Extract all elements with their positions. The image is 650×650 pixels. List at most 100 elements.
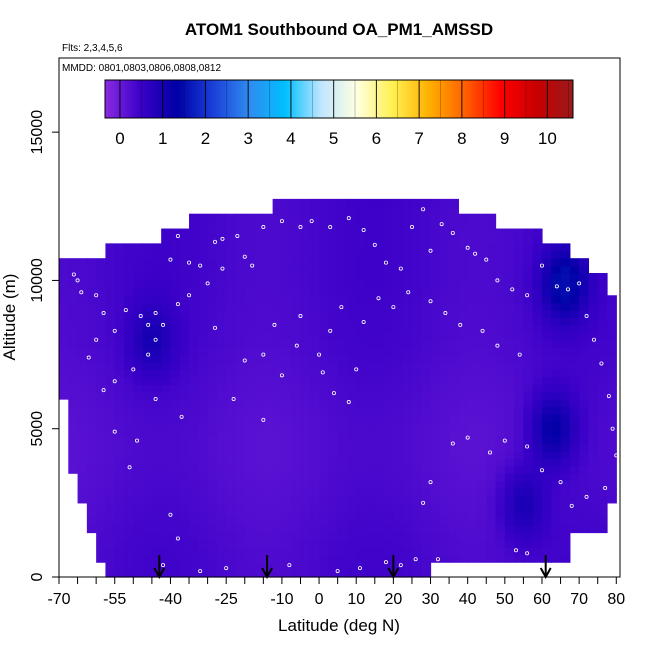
heatmap-cell xyxy=(77,347,88,356)
heatmap-cell xyxy=(393,562,404,571)
heatmap-cell xyxy=(541,287,552,296)
heatmap-cell xyxy=(449,280,459,289)
sample-point xyxy=(168,257,173,262)
heatmap-cell xyxy=(235,539,246,548)
heatmap-cell xyxy=(421,562,432,571)
heatmap-cell xyxy=(421,547,432,556)
heatmap-cell xyxy=(272,421,283,430)
heatmap-cell xyxy=(486,532,497,541)
heatmap-cell xyxy=(579,332,590,341)
heatmap-field xyxy=(59,198,617,578)
heatmap-cell xyxy=(59,280,69,289)
heatmap-cell xyxy=(467,243,478,252)
heatmap-cell xyxy=(606,436,617,445)
heatmap-cell xyxy=(226,532,237,541)
heatmap-cell xyxy=(291,228,302,237)
heatmap-cell xyxy=(541,450,552,459)
heatmap-cell xyxy=(328,488,339,497)
heatmap-cell xyxy=(588,369,599,378)
heatmap-cell xyxy=(421,413,432,422)
heatmap-cell xyxy=(346,458,357,467)
heatmap-cell xyxy=(514,428,525,437)
x-tick-label: 20 xyxy=(384,591,402,608)
heatmap-cell xyxy=(96,310,107,319)
heatmap-cell xyxy=(244,235,255,244)
heatmap-cell xyxy=(179,302,190,311)
heatmap-cell xyxy=(532,369,543,378)
heatmap-cell xyxy=(551,302,562,311)
heatmap-cell xyxy=(300,258,311,267)
heatmap-cell xyxy=(458,221,469,230)
heatmap-cell xyxy=(207,399,218,408)
heatmap-cell xyxy=(189,287,199,296)
heatmap-cell xyxy=(59,302,69,311)
heatmap-cell xyxy=(439,310,450,319)
x-tick-label: -40 xyxy=(159,591,182,608)
heatmap-cell xyxy=(411,287,422,296)
heatmap-cell xyxy=(151,436,162,445)
heatmap-cell xyxy=(114,324,125,333)
heatmap-cell xyxy=(384,265,394,274)
heatmap-cell xyxy=(579,310,590,319)
heatmap-cell xyxy=(309,221,320,230)
sample-point xyxy=(94,337,99,342)
heatmap-cell xyxy=(272,235,283,244)
heatmap-cell xyxy=(393,495,404,504)
heatmap-cell xyxy=(319,384,329,393)
heatmap-cell xyxy=(300,361,311,370)
heatmap-cell xyxy=(254,243,264,252)
heatmap-cell xyxy=(142,376,153,385)
heatmap-cell xyxy=(207,525,218,534)
heatmap-cell xyxy=(560,406,571,415)
heatmap-cell xyxy=(105,547,116,556)
heatmap-cell xyxy=(263,354,274,363)
heatmap-cell xyxy=(263,413,274,422)
heatmap-cell xyxy=(393,406,404,415)
heatmap-cell xyxy=(467,317,478,326)
heatmap-cell xyxy=(504,243,515,252)
heatmap-cell xyxy=(514,384,525,393)
heatmap-cell xyxy=(458,547,469,556)
heatmap-cell xyxy=(449,480,459,489)
heatmap-cell xyxy=(402,436,413,445)
heatmap-cell xyxy=(588,510,599,519)
heatmap-cell xyxy=(606,488,617,497)
heatmap-cell xyxy=(365,532,376,541)
heatmap-cell xyxy=(235,458,246,467)
heatmap-cell xyxy=(356,399,367,408)
heatmap-cell xyxy=(476,495,487,504)
heatmap-cell xyxy=(281,428,292,437)
heatmap-cell xyxy=(495,280,506,289)
heatmap-cell xyxy=(374,324,385,333)
heatmap-cell xyxy=(133,458,144,467)
heatmap-cell xyxy=(254,539,264,548)
heatmap-cell xyxy=(272,495,283,504)
heatmap-cell xyxy=(402,213,413,222)
heatmap-cell xyxy=(597,436,608,445)
heatmap-cell xyxy=(541,458,552,467)
heatmap-cell xyxy=(421,347,432,356)
heatmap-cell xyxy=(105,324,116,333)
heatmap-cell xyxy=(319,273,329,282)
heatmap-cell xyxy=(124,465,134,474)
heatmap-cell xyxy=(263,502,274,511)
heatmap-cell xyxy=(309,310,320,319)
heatmap-cell xyxy=(411,421,422,430)
heatmap-cell xyxy=(458,317,469,326)
heatmap-cell xyxy=(411,213,422,222)
heatmap-cell xyxy=(124,525,134,534)
heatmap-cell xyxy=(588,502,599,511)
heatmap-cell xyxy=(374,347,385,356)
heatmap-cell xyxy=(597,495,608,504)
heatmap-cell xyxy=(495,399,506,408)
sample-point xyxy=(309,219,314,224)
heatmap-cell xyxy=(170,413,181,422)
heatmap-cell xyxy=(319,265,329,274)
heatmap-cell xyxy=(244,480,255,489)
heatmap-cell xyxy=(151,525,162,534)
heatmap-cell xyxy=(272,317,283,326)
heatmap-cell xyxy=(189,421,199,430)
heatmap-cell xyxy=(504,421,515,430)
heatmap-cell xyxy=(244,287,255,296)
heatmap-cell xyxy=(133,532,144,541)
